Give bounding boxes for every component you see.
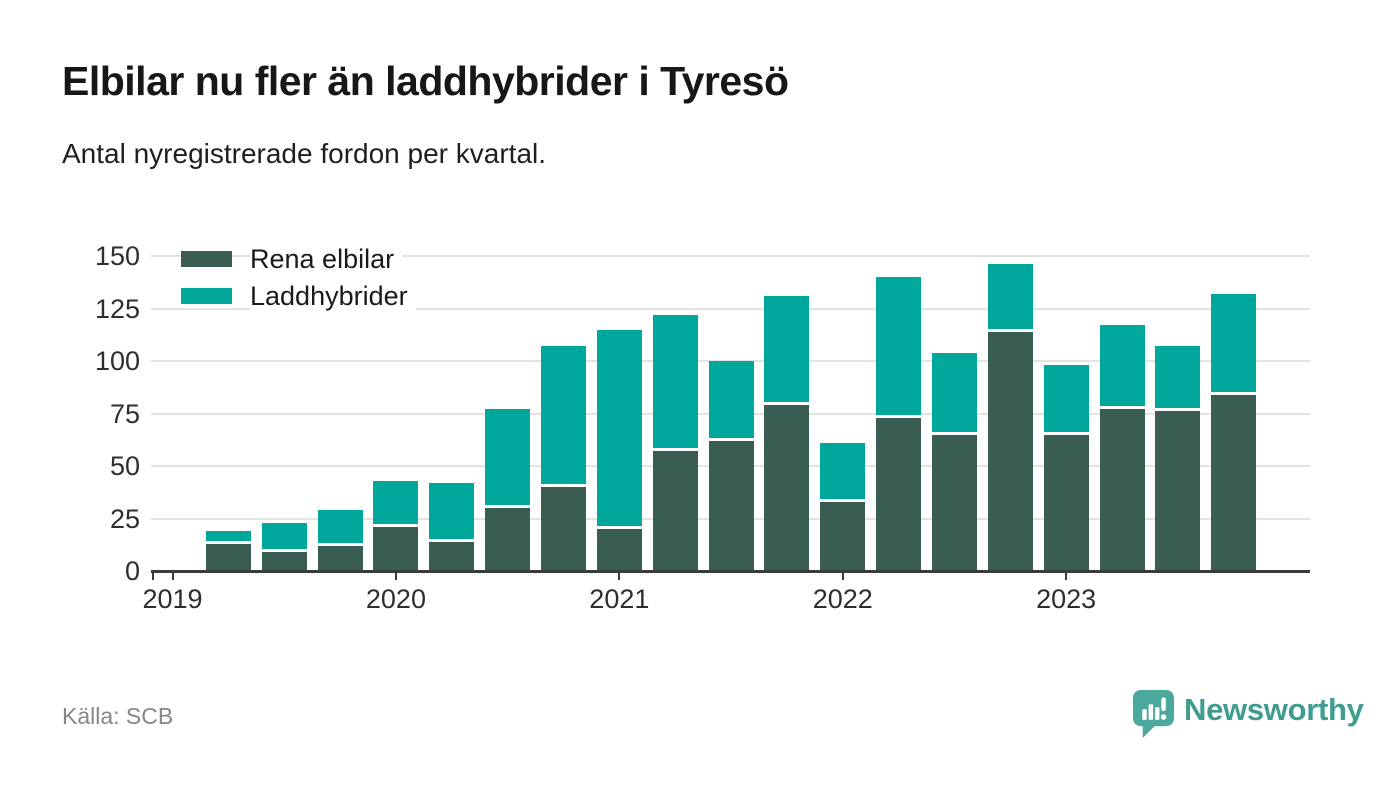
bar-2022-q2 xyxy=(876,277,922,571)
bar-2019-q2 xyxy=(205,531,251,571)
y-tick-label: 50 xyxy=(109,451,140,481)
segment-laddhybrider xyxy=(931,352,977,435)
segment-elbilar xyxy=(596,529,642,571)
x-tick xyxy=(841,571,844,580)
y-tick-label: 0 xyxy=(124,556,140,586)
segment-elbilar xyxy=(485,508,531,571)
bar-2023-q4 xyxy=(1211,293,1257,571)
segment-elbilar xyxy=(205,543,251,571)
segment-elbilar xyxy=(820,501,866,571)
segment-elbilar xyxy=(429,541,475,571)
segment-elbilar xyxy=(708,440,754,571)
segment-laddhybrider xyxy=(261,522,307,553)
segment-laddhybrider xyxy=(429,482,475,542)
chart-title: Elbilar nu fler än laddhybrider i Tyresö xyxy=(62,58,789,104)
newsworthy-icon xyxy=(1132,690,1175,738)
x-tick xyxy=(151,571,154,580)
x-tick-label: 2022 xyxy=(812,584,873,614)
segment-elbilar xyxy=(931,434,977,571)
bar-2021-q4 xyxy=(764,295,810,571)
brand-name: Newsworthy xyxy=(1184,692,1364,727)
bar-2021-q1 xyxy=(596,329,642,571)
x-tick xyxy=(1065,571,1068,580)
x-tick-label: 2019 xyxy=(142,584,203,614)
segment-laddhybrider xyxy=(485,409,531,508)
segment-elbilar xyxy=(1043,434,1089,571)
bar-2023-q1 xyxy=(1043,365,1089,571)
legend-item-laddhybrider: Laddhybrider xyxy=(181,280,416,312)
gridline xyxy=(151,255,1310,257)
bar-2019-q3 xyxy=(261,522,307,571)
legend-label-laddhybrider: Laddhybrider xyxy=(250,280,416,312)
segment-elbilar xyxy=(1211,394,1257,571)
legend-swatch-elbilar xyxy=(181,251,232,267)
y-tick-label: 25 xyxy=(109,503,140,534)
legend-swatch-laddhybrider xyxy=(181,288,232,304)
segment-laddhybrider xyxy=(1211,293,1257,395)
x-tick-label: 2021 xyxy=(589,584,650,614)
segment-laddhybrider xyxy=(317,510,363,546)
bar-2019-q4 xyxy=(317,510,363,571)
segment-laddhybrider xyxy=(205,531,251,544)
x-tick-label: 2023 xyxy=(1036,584,1097,614)
segment-laddhybrider xyxy=(764,295,810,406)
segment-laddhybrider xyxy=(541,346,586,487)
segment-elbilar xyxy=(373,526,419,571)
bar-2022-q3 xyxy=(931,352,977,571)
gridline xyxy=(151,360,1310,362)
bar-2020-q3 xyxy=(485,409,531,571)
segment-elbilar xyxy=(1099,409,1145,571)
legend: Rena elbilar Laddhybrider xyxy=(181,243,416,318)
source-note: Källa: SCB xyxy=(62,703,174,729)
segment-laddhybrider xyxy=(1043,365,1089,435)
segment-laddhybrider xyxy=(652,314,698,452)
segment-elbilar xyxy=(652,451,698,571)
bar-2023-q3 xyxy=(1155,346,1201,571)
bar-2020-q2 xyxy=(429,482,475,571)
x-tick xyxy=(171,571,174,580)
segment-laddhybrider xyxy=(373,480,419,527)
segment-elbilar xyxy=(541,487,586,571)
x-tick xyxy=(394,571,397,580)
segment-elbilar xyxy=(1155,411,1201,571)
bar-2022-q4 xyxy=(987,264,1033,571)
brand-logo: Newsworthy xyxy=(1132,689,1364,739)
segment-laddhybrider xyxy=(820,442,866,502)
segment-laddhybrider xyxy=(876,277,922,418)
segment-elbilar xyxy=(317,545,363,571)
segment-elbilar xyxy=(261,552,307,571)
segment-laddhybrider xyxy=(987,264,1033,332)
segment-laddhybrider xyxy=(708,361,754,441)
segment-laddhybrider xyxy=(1155,346,1201,412)
segment-laddhybrider xyxy=(596,329,642,529)
y-tick-label: 75 xyxy=(109,398,140,429)
bar-2023-q2 xyxy=(1099,325,1145,571)
y-tick-label: 100 xyxy=(94,346,140,376)
chart-subtitle: Antal nyregistrerade fordon per kvartal. xyxy=(62,138,547,169)
segment-elbilar xyxy=(764,405,810,571)
bar-2021-q2 xyxy=(652,314,698,571)
gridline xyxy=(151,307,1310,310)
bar-2020-q4 xyxy=(541,346,586,571)
x-tick-label: 2020 xyxy=(365,584,426,614)
bar-2021-q3 xyxy=(708,361,754,571)
bar-2022-q1 xyxy=(820,442,866,571)
legend-item-elbilar: Rena elbilar xyxy=(181,243,416,275)
x-axis-line xyxy=(151,570,1310,573)
legend-label-elbilar: Rena elbilar xyxy=(250,243,403,275)
segment-elbilar xyxy=(876,417,922,571)
segment-laddhybrider xyxy=(1099,325,1145,410)
plot-area: 2019 2020 2021 2022 2023 xyxy=(143,255,1310,614)
y-tick-label: 125 xyxy=(94,293,140,324)
segment-elbilar xyxy=(987,331,1033,571)
bar-2020-q1 xyxy=(373,480,419,571)
y-tick-label: 150 xyxy=(94,241,140,271)
x-tick xyxy=(618,571,621,580)
